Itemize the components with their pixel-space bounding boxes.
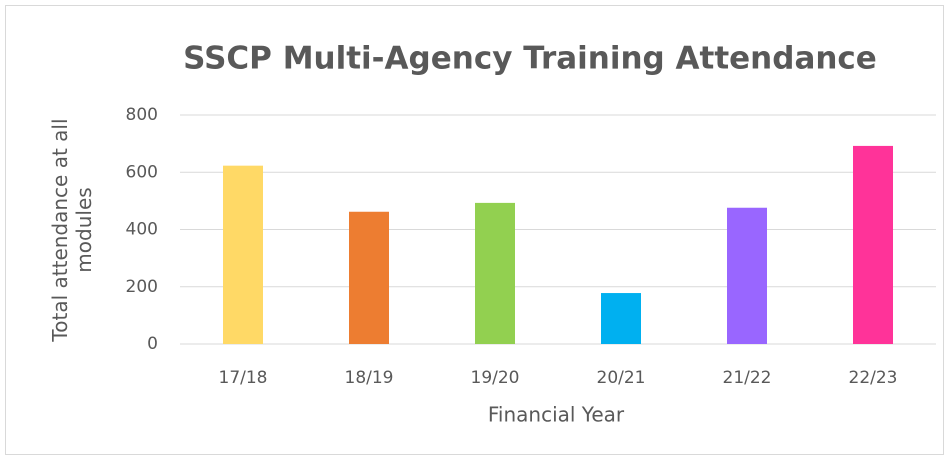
y-axis-title: Total attendance at all modules (48, 118, 96, 342)
bar (601, 293, 641, 344)
y-tick-label: 400 (126, 220, 158, 240)
y-tick-label: 600 (126, 162, 158, 182)
x-tick-label: 21/22 (723, 368, 772, 388)
bar (727, 207, 767, 344)
bar (349, 211, 389, 344)
x-tick-label: 20/21 (597, 368, 646, 388)
y-tick-label: 800 (126, 105, 158, 125)
y-tick-label: 200 (126, 277, 158, 297)
x-tick-label: 22/23 (849, 368, 898, 388)
bar (223, 165, 263, 344)
x-axis-title: Financial Year (488, 403, 625, 427)
x-tick-label: 18/19 (345, 368, 394, 388)
x-tick-label: 17/18 (219, 368, 268, 388)
bar (475, 202, 515, 344)
chart-title: SSCP Multi-Agency Training Attendance (183, 41, 877, 77)
bar (853, 145, 893, 344)
y-tick-label: 0 (147, 334, 158, 354)
x-tick-label: 19/20 (471, 368, 520, 388)
